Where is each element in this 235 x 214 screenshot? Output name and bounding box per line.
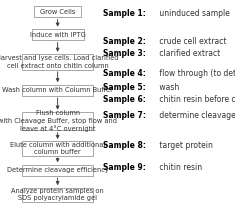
Text: determine cleavage during DTT wash: determine cleavage during DTT wash	[157, 111, 235, 120]
Text: Sample 4:: Sample 4:	[102, 69, 145, 78]
Text: chitin resin before cleavage: chitin resin before cleavage	[157, 95, 235, 104]
FancyBboxPatch shape	[31, 29, 84, 40]
Text: Determine cleavage efficiency: Determine cleavage efficiency	[7, 167, 109, 173]
FancyBboxPatch shape	[22, 187, 93, 202]
Text: Wash column with Column Buffer: Wash column with Column Buffer	[2, 87, 113, 93]
Text: Induce with IPTG: Induce with IPTG	[30, 32, 86, 38]
Text: Sample 7:: Sample 7:	[102, 111, 145, 120]
Text: Sample 6:: Sample 6:	[102, 95, 145, 104]
Text: uninduced sample: uninduced sample	[157, 9, 230, 18]
Text: Sample 8:: Sample 8:	[102, 141, 145, 150]
FancyBboxPatch shape	[22, 112, 93, 131]
Text: flow through (to determine binding efficiency): flow through (to determine binding effic…	[157, 69, 235, 78]
Text: Flush column
with Cleavage Buffer, stop flow and
leave at 4°C overnight: Flush column with Cleavage Buffer, stop …	[0, 110, 117, 132]
Text: Sample 1:: Sample 1:	[102, 9, 145, 18]
Text: Elute column with additional
column buffer: Elute column with additional column buff…	[10, 142, 105, 155]
FancyBboxPatch shape	[22, 165, 93, 176]
FancyBboxPatch shape	[22, 141, 93, 156]
Text: Analyze protein samples on
SDS polyacrylamide gel: Analyze protein samples on SDS polyacryl…	[11, 188, 104, 201]
Text: clarified extract: clarified extract	[157, 49, 220, 58]
FancyBboxPatch shape	[22, 54, 93, 70]
Text: Grow Cells: Grow Cells	[40, 9, 75, 15]
Text: target protein: target protein	[157, 141, 213, 150]
Text: Harvest and lyse cells. Load clarified
cell extract onto chitin column: Harvest and lyse cells. Load clarified c…	[0, 55, 119, 69]
Text: Sample 2:: Sample 2:	[102, 37, 145, 46]
Text: crude cell extract: crude cell extract	[157, 37, 226, 46]
Text: chitin resin: chitin resin	[157, 163, 202, 172]
Text: wash: wash	[157, 83, 179, 92]
Text: Sample 9:: Sample 9:	[102, 163, 145, 172]
Text: Sample 5:: Sample 5:	[102, 83, 145, 92]
Text: Sample 3:: Sample 3:	[102, 49, 145, 58]
FancyBboxPatch shape	[34, 6, 81, 17]
FancyBboxPatch shape	[22, 85, 93, 96]
